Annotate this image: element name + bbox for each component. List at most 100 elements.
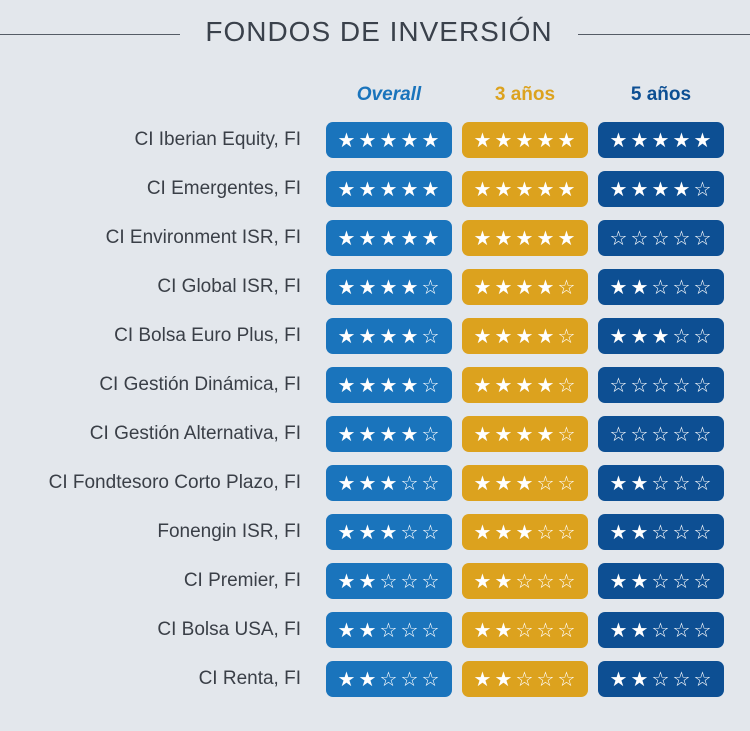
star-filled-icon: ★ bbox=[515, 373, 535, 397]
star-filled-icon: ★ bbox=[379, 373, 399, 397]
star-filled-icon: ★ bbox=[515, 324, 535, 348]
star-filled-icon: ★ bbox=[536, 128, 556, 152]
star-empty-icon: ☆ bbox=[379, 569, 399, 593]
star-filled-icon: ★ bbox=[400, 226, 420, 250]
star-filled-icon: ★ bbox=[693, 128, 713, 152]
star-filled-icon: ★ bbox=[557, 177, 577, 201]
rating-five-years: ★ ★ ☆ ☆ ☆ bbox=[598, 612, 724, 648]
rating-three-years: ★ ★ ★ ★ ☆ bbox=[462, 367, 588, 403]
star-empty-icon: ☆ bbox=[515, 618, 535, 642]
star-filled-icon: ★ bbox=[473, 618, 493, 642]
star-filled-icon: ★ bbox=[379, 226, 399, 250]
star-filled-icon: ★ bbox=[379, 471, 399, 495]
rating-five-years: ★ ★ ★ ★ ★ bbox=[598, 122, 724, 158]
star-empty-icon: ☆ bbox=[672, 422, 692, 446]
star-filled-icon: ★ bbox=[400, 128, 420, 152]
star-empty-icon: ☆ bbox=[536, 471, 556, 495]
star-empty-icon: ☆ bbox=[609, 373, 629, 397]
star-filled-icon: ★ bbox=[494, 520, 514, 544]
star-filled-icon: ★ bbox=[473, 569, 493, 593]
star-empty-icon: ☆ bbox=[651, 667, 671, 691]
star-filled-icon: ★ bbox=[536, 226, 556, 250]
rating-overall: ★ ★ ★ ★ ★ bbox=[326, 122, 452, 158]
star-filled-icon: ★ bbox=[609, 471, 629, 495]
star-filled-icon: ★ bbox=[609, 618, 629, 642]
star-filled-icon: ★ bbox=[515, 275, 535, 299]
star-empty-icon: ☆ bbox=[693, 373, 713, 397]
star-empty-icon: ☆ bbox=[651, 275, 671, 299]
star-filled-icon: ★ bbox=[630, 471, 650, 495]
star-empty-icon: ☆ bbox=[421, 422, 441, 446]
star-filled-icon: ★ bbox=[337, 471, 357, 495]
star-empty-icon: ☆ bbox=[630, 373, 650, 397]
fund-name: CI Fondtesoro Corto Plazo, FI bbox=[48, 472, 301, 493]
rating-five-years: ☆ ☆ ☆ ☆ ☆ bbox=[598, 367, 724, 403]
title-divider-left bbox=[0, 34, 180, 35]
star-filled-icon: ★ bbox=[421, 226, 441, 250]
star-filled-icon: ★ bbox=[494, 618, 514, 642]
star-filled-icon: ★ bbox=[358, 275, 378, 299]
star-empty-icon: ☆ bbox=[400, 569, 420, 593]
star-empty-icon: ☆ bbox=[536, 569, 556, 593]
star-filled-icon: ★ bbox=[651, 177, 671, 201]
rating-three-years: ★ ★ ★ ★ ★ bbox=[462, 171, 588, 207]
fund-name: CI Gestión Alternativa, FI bbox=[89, 423, 301, 444]
star-filled-icon: ★ bbox=[609, 128, 629, 152]
star-empty-icon: ☆ bbox=[536, 667, 556, 691]
rating-three-years: ★ ★ ☆ ☆ ☆ bbox=[462, 612, 588, 648]
star-filled-icon: ★ bbox=[609, 324, 629, 348]
star-filled-icon: ★ bbox=[379, 422, 399, 446]
star-empty-icon: ☆ bbox=[609, 226, 629, 250]
star-empty-icon: ☆ bbox=[651, 520, 671, 544]
star-filled-icon: ★ bbox=[494, 569, 514, 593]
rating-overall: ★ ★ ☆ ☆ ☆ bbox=[326, 563, 452, 599]
star-filled-icon: ★ bbox=[358, 422, 378, 446]
rating-overall: ★ ★ ★ ★ ★ bbox=[326, 220, 452, 256]
star-filled-icon: ★ bbox=[337, 667, 357, 691]
star-filled-icon: ★ bbox=[337, 373, 357, 397]
rating-five-years: ☆ ☆ ☆ ☆ ☆ bbox=[598, 220, 724, 256]
star-filled-icon: ★ bbox=[473, 324, 493, 348]
rating-overall: ★ ★ ★ ★ ☆ bbox=[326, 269, 452, 305]
star-filled-icon: ★ bbox=[400, 373, 420, 397]
rating-overall: ★ ★ ☆ ☆ ☆ bbox=[326, 612, 452, 648]
star-filled-icon: ★ bbox=[651, 324, 671, 348]
star-filled-icon: ★ bbox=[494, 177, 514, 201]
rating-five-years: ★ ★ ☆ ☆ ☆ bbox=[598, 465, 724, 501]
star-empty-icon: ☆ bbox=[693, 177, 713, 201]
star-empty-icon: ☆ bbox=[693, 618, 713, 642]
star-filled-icon: ★ bbox=[379, 520, 399, 544]
star-empty-icon: ☆ bbox=[651, 422, 671, 446]
star-empty-icon: ☆ bbox=[557, 275, 577, 299]
star-filled-icon: ★ bbox=[379, 177, 399, 201]
star-filled-icon: ★ bbox=[337, 177, 357, 201]
star-empty-icon: ☆ bbox=[651, 373, 671, 397]
star-empty-icon: ☆ bbox=[421, 618, 441, 642]
star-filled-icon: ★ bbox=[473, 275, 493, 299]
star-filled-icon: ★ bbox=[473, 471, 493, 495]
star-filled-icon: ★ bbox=[609, 520, 629, 544]
rating-five-years: ★ ★ ☆ ☆ ☆ bbox=[598, 514, 724, 550]
star-filled-icon: ★ bbox=[358, 324, 378, 348]
star-empty-icon: ☆ bbox=[421, 667, 441, 691]
fund-name: CI Emergentes, FI bbox=[146, 178, 301, 199]
star-empty-icon: ☆ bbox=[651, 569, 671, 593]
star-filled-icon: ★ bbox=[379, 275, 399, 299]
rating-overall: ★ ★ ★ ☆ ☆ bbox=[326, 514, 452, 550]
star-empty-icon: ☆ bbox=[557, 667, 577, 691]
star-empty-icon: ☆ bbox=[557, 618, 577, 642]
star-empty-icon: ☆ bbox=[557, 324, 577, 348]
star-filled-icon: ★ bbox=[337, 226, 357, 250]
star-filled-icon: ★ bbox=[557, 226, 577, 250]
star-filled-icon: ★ bbox=[630, 569, 650, 593]
fund-name: CI Gestión Dinámica, FI bbox=[99, 374, 301, 395]
star-filled-icon: ★ bbox=[473, 226, 493, 250]
star-filled-icon: ★ bbox=[630, 324, 650, 348]
star-empty-icon: ☆ bbox=[693, 422, 713, 446]
star-filled-icon: ★ bbox=[630, 667, 650, 691]
star-empty-icon: ☆ bbox=[672, 618, 692, 642]
star-empty-icon: ☆ bbox=[536, 520, 556, 544]
star-empty-icon: ☆ bbox=[651, 471, 671, 495]
star-filled-icon: ★ bbox=[421, 177, 441, 201]
star-filled-icon: ★ bbox=[557, 128, 577, 152]
